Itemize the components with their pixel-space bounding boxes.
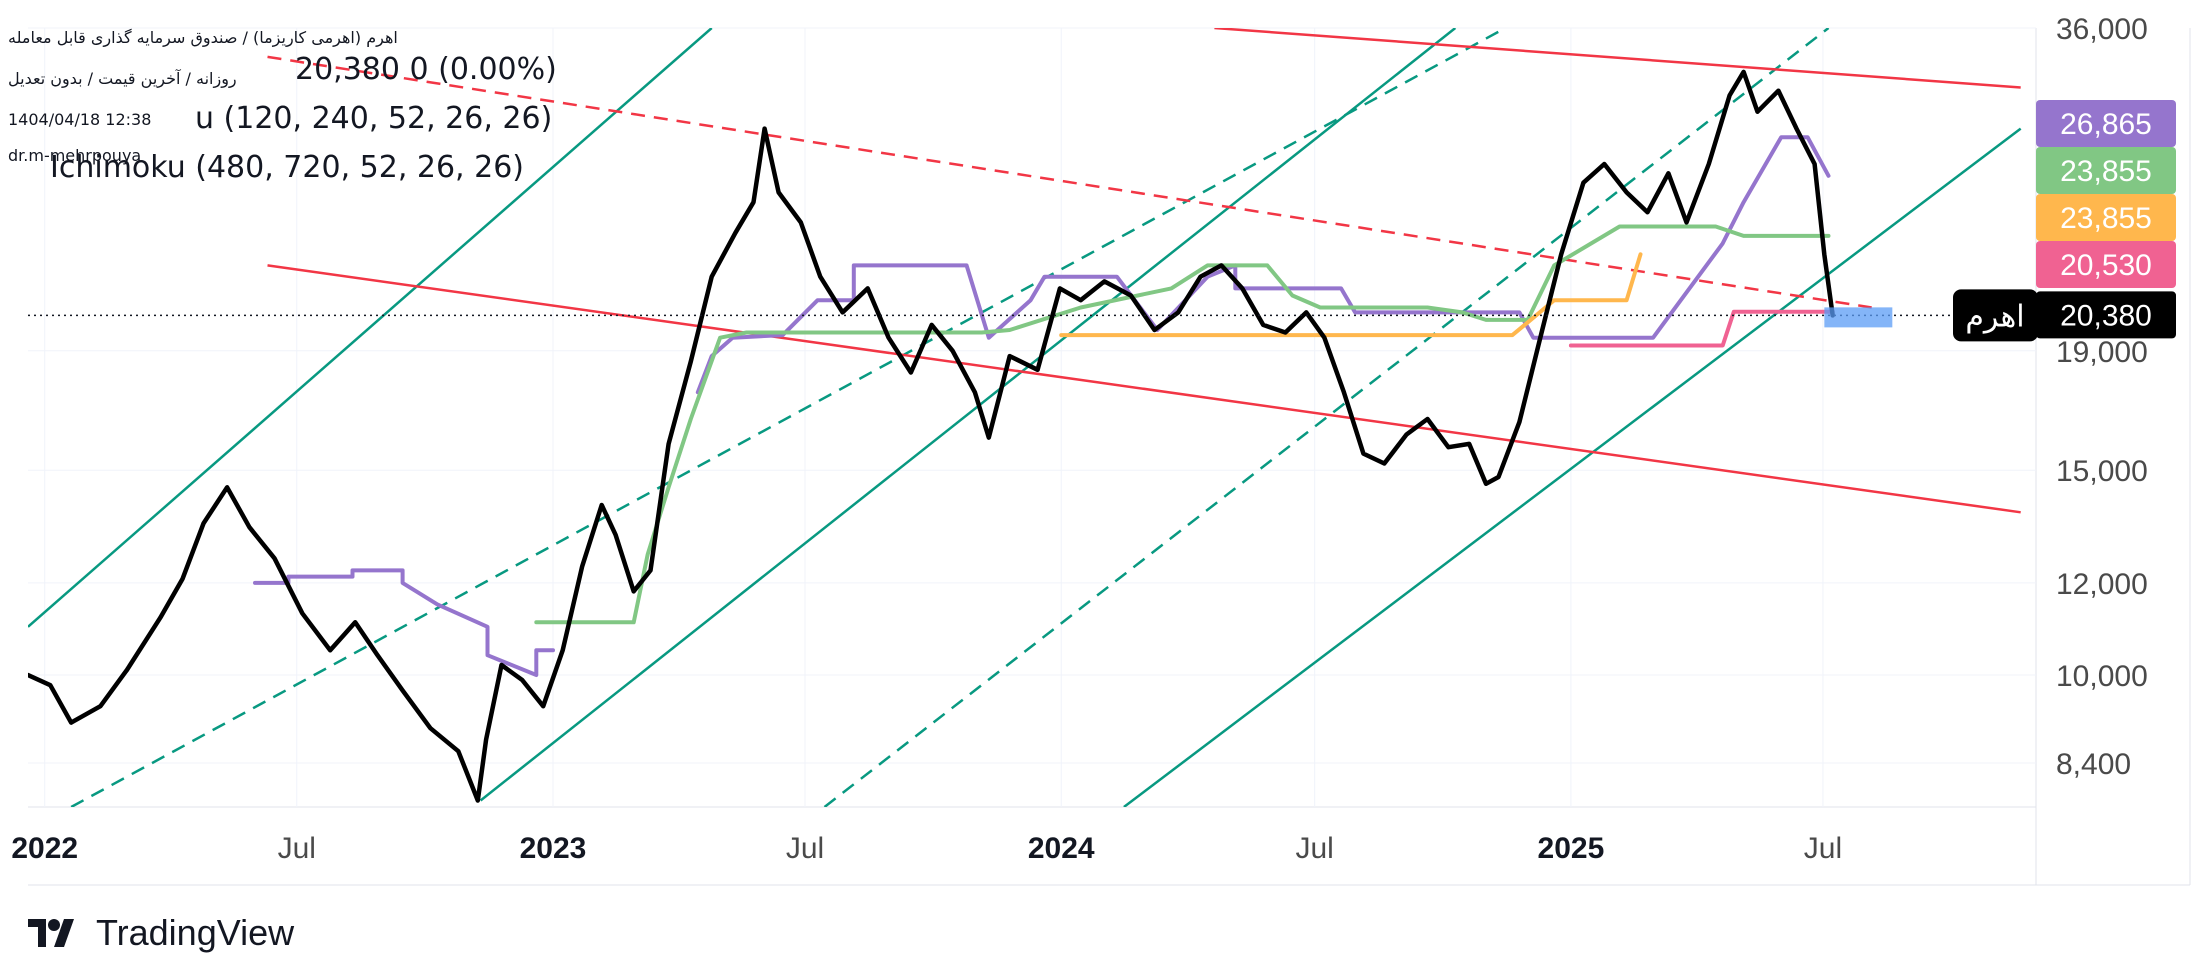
- selection-box: [1824, 307, 1893, 328]
- trend-line: [267, 55, 1872, 309]
- trend-line: [28, 28, 713, 628]
- indicator-line: [534, 224, 1831, 625]
- tradingview-logo-text: TradingView: [96, 912, 295, 953]
- price-axis[interactable]: 8,400 10,000 12,000 15,000 19,000 36,000: [2056, 13, 2148, 781]
- price-label-box: [2036, 147, 2176, 194]
- symbol-title: اهرم (اهرمی کاریزما) / صندوق سرمایه گذار…: [8, 28, 398, 47]
- tradingview-logo-icon: [28, 919, 74, 947]
- y-tick-label: 12,000: [2056, 568, 2148, 601]
- trend-channels[interactable]: [28, 28, 2022, 807]
- x-tick-label: Jul: [1295, 832, 1333, 865]
- indicator-legend-1[interactable]: u (120, 240, 52, 26, 26): [195, 101, 553, 136]
- price-label-text: 23,855: [2060, 202, 2152, 235]
- x-tick-label: Jul: [1804, 832, 1842, 865]
- indicator-line: [695, 135, 1831, 395]
- trend-line: [267, 264, 2021, 514]
- indicator-line: [253, 568, 555, 677]
- y-tick-label: 19,000: [2056, 336, 2148, 369]
- indicator-legend-2[interactable]: Ichimoku (480, 720, 52, 26, 26): [50, 150, 525, 185]
- price-line: [28, 69, 1835, 803]
- indicator-line: [1568, 309, 1835, 348]
- plot-background: [28, 28, 2028, 808]
- symbol-label: اهرم: [1965, 299, 2024, 334]
- ohlc-change-value: 20,380 0 (0.00%): [295, 52, 557, 87]
- grid: [28, 27, 2191, 886]
- symbol-label-box: [1953, 289, 2038, 342]
- x-tick-label: 2025: [1538, 832, 1605, 865]
- x-tick-label: Jul: [278, 832, 316, 865]
- author-label: dr.m-mehrpouya: [8, 146, 142, 165]
- trend-line: [823, 28, 1830, 807]
- price-label-text: 20,380: [2060, 299, 2152, 332]
- trend-line: [1123, 127, 2022, 807]
- price-label-text: 20,530: [2060, 249, 2152, 282]
- tradingview-logo[interactable]: TradingView: [28, 905, 294, 961]
- price-labels: اهرم 26,865 23,855 23,855 20,530 20,380: [1953, 100, 2176, 342]
- indicator-lines: [28, 69, 1835, 803]
- price-label-box: [2036, 241, 2176, 288]
- y-tick-label: 10,000: [2056, 660, 2148, 693]
- price-label-box: [2036, 194, 2176, 241]
- timeframe-label: روزانه / آخرین قیمت / بدون تعدیل: [8, 69, 237, 88]
- trend-line: [479, 28, 1457, 802]
- trend-line: [70, 28, 1507, 807]
- time-axis[interactable]: 2022 Jul 2023 Jul 2024 Jul 2025 Jul: [11, 832, 1842, 865]
- y-tick-label: 15,000: [2056, 455, 2148, 488]
- x-tick-label: Jul: [786, 832, 824, 865]
- timestamp-label: 1404/04/18 12:38: [8, 110, 152, 129]
- y-tick-label: 8,400: [2056, 748, 2131, 781]
- price-label-text: 23,855: [2060, 155, 2152, 188]
- x-tick-label: 2022: [11, 832, 78, 865]
- price-overlay: [28, 307, 2036, 328]
- indicator-line: [1059, 252, 1643, 338]
- price-label-box: [2036, 291, 2176, 339]
- x-tick-label: 2024: [1028, 832, 1095, 865]
- price-label-text: 26,865: [2060, 108, 2152, 141]
- price-label-box: [2036, 100, 2176, 147]
- trend-line: [1214, 28, 2021, 89]
- x-tick-label: 2023: [520, 832, 587, 865]
- y-tick-label: 36,000: [2056, 13, 2148, 46]
